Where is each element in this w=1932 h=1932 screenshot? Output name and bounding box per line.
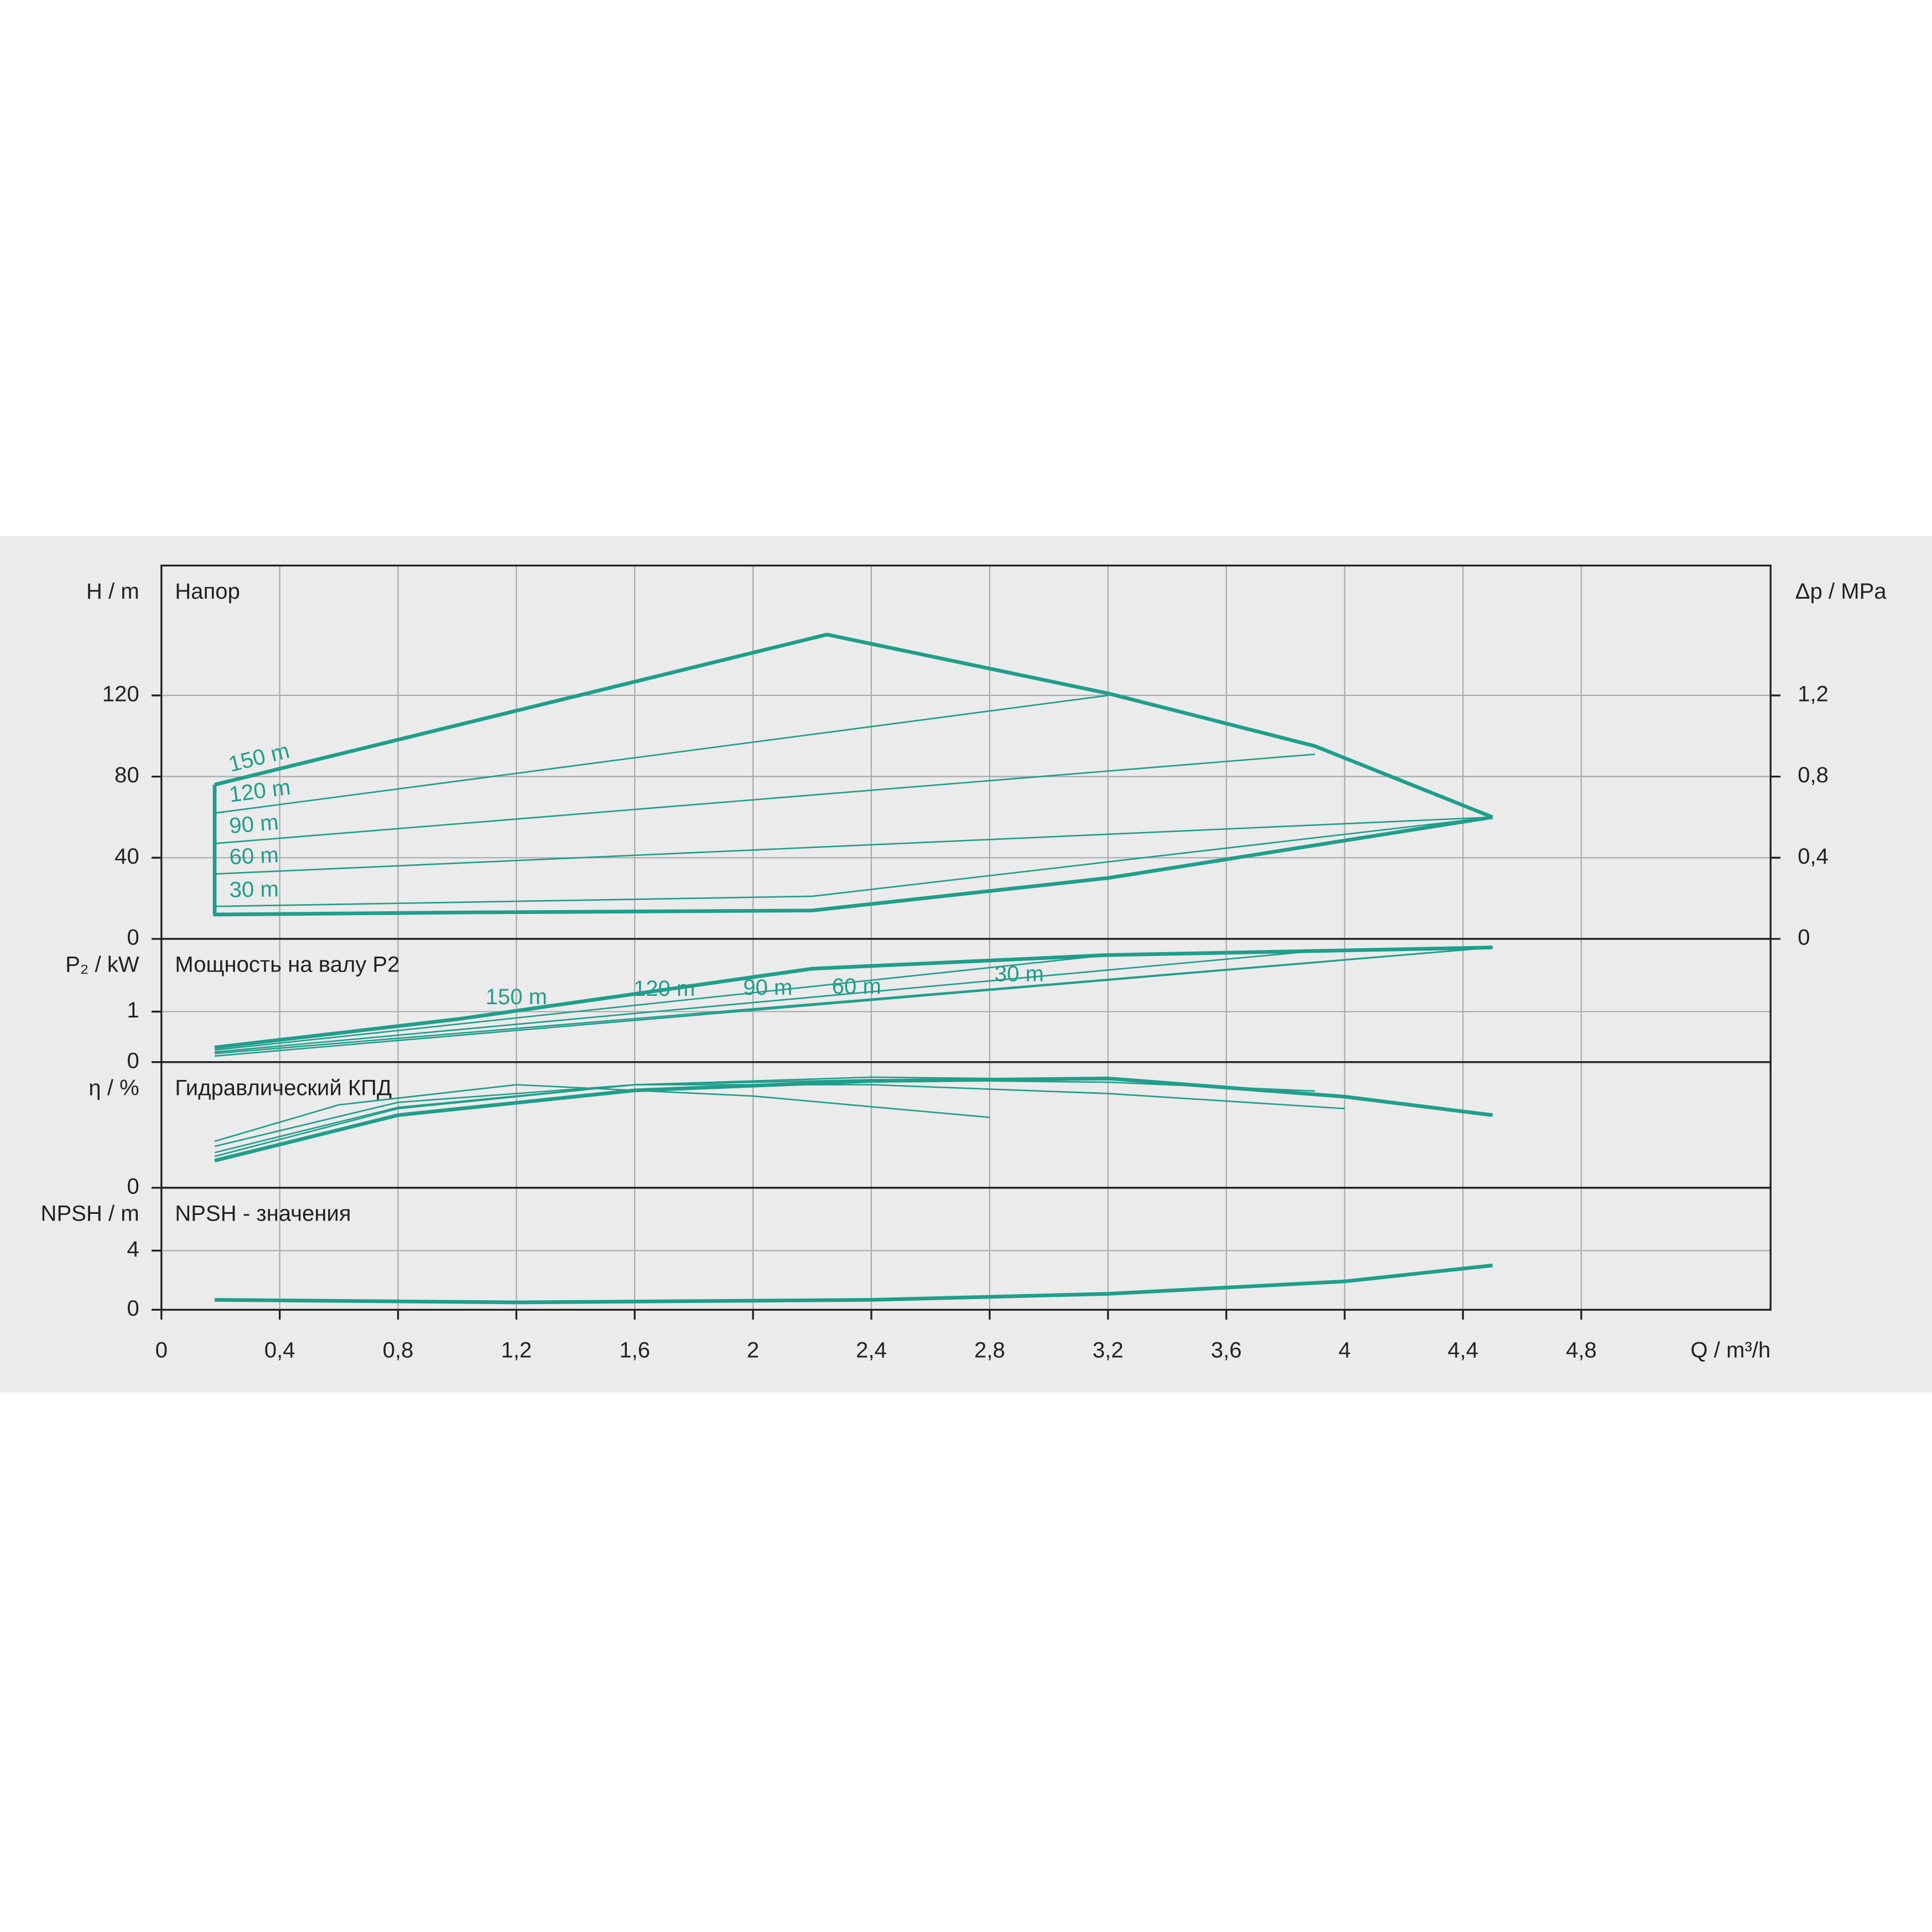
x-tick-label: 1,2 — [501, 1338, 532, 1363]
series-line — [214, 1084, 990, 1142]
series-line — [212, 785, 1493, 917]
series-line — [214, 816, 1493, 907]
y-tick-label: 0 — [127, 1296, 139, 1321]
plot-area — [161, 1187, 1771, 1310]
x-tick-label: 4,8 — [1566, 1338, 1597, 1363]
y-axis-label: P₂ / kW — [65, 953, 139, 977]
y-tick-label: 1 — [127, 998, 139, 1022]
x-tick-label: 3,2 — [1093, 1338, 1124, 1363]
y-tick-label: 40 — [115, 844, 139, 869]
series-line — [214, 954, 1108, 1051]
y-tick-label: 120 — [102, 682, 139, 707]
plot-area — [161, 565, 1771, 939]
y-axis-label: H / m — [86, 579, 139, 604]
plot-area — [161, 939, 1771, 1062]
y-tick-label: 4 — [127, 1237, 139, 1261]
y2-axis-label: Δp / MPa — [1795, 579, 1887, 604]
series-line — [214, 694, 1108, 814]
series-label: 90 m — [743, 975, 792, 1000]
y-tick-label: 0 — [127, 1048, 139, 1073]
y2-tick-label: 0 — [1798, 926, 1810, 950]
series-line — [214, 947, 1493, 1057]
series-line — [214, 1263, 1493, 1305]
panel-title: Напор — [175, 579, 240, 604]
series-label: 60 m — [832, 974, 881, 999]
x-tick-label: 1,6 — [619, 1338, 650, 1363]
plot-frame — [160, 1187, 1772, 1311]
y-axis-label: η / % — [89, 1076, 139, 1100]
panel-title: NPSH - значения — [175, 1201, 351, 1225]
x-tick-label: 4,4 — [1447, 1338, 1478, 1363]
series-line — [214, 753, 1316, 844]
series-line — [214, 946, 1493, 1050]
x-tick-label: 3,6 — [1211, 1338, 1242, 1363]
series-label: 150 m — [486, 985, 547, 1009]
x-tick-label: 2,8 — [974, 1338, 1005, 1363]
x-tick-label: 0 — [155, 1338, 168, 1363]
series-line — [214, 1079, 1315, 1154]
x-tick-label: 0,8 — [383, 1338, 414, 1363]
y-axis-label: NPSH / m — [41, 1201, 139, 1225]
x-tick-label: 2,4 — [856, 1338, 887, 1363]
series-label: 90 m — [228, 810, 279, 838]
panel-title: Мощность на валу P2 — [175, 953, 399, 977]
series-label: 120 m — [633, 977, 695, 1001]
panel-title: Гидравлический КПД — [175, 1076, 392, 1100]
y-tick-label: 0 — [127, 926, 139, 950]
series-line — [214, 816, 1493, 875]
x-tick-label: 4 — [1338, 1338, 1351, 1363]
series-label: 30 m — [229, 877, 279, 902]
x-tick-label: 0,4 — [264, 1338, 295, 1363]
series-line — [214, 950, 1316, 1053]
x-axis-label: Q / m³/h — [1691, 1338, 1771, 1363]
plot-area — [161, 1062, 1771, 1188]
x-tick-label: 2 — [747, 1338, 759, 1363]
series-label: 60 m — [229, 843, 279, 869]
y2-tick-label: 1,2 — [1798, 682, 1829, 707]
series-line — [214, 1076, 1108, 1157]
series-line — [214, 1076, 1493, 1163]
y2-tick-label: 0,8 — [1798, 763, 1829, 787]
y2-tick-label: 0,4 — [1798, 844, 1829, 869]
series-label: 30 m — [995, 962, 1044, 986]
y-tick-label: 0 — [127, 1174, 139, 1198]
y-tick-label: 80 — [115, 763, 139, 787]
series-line — [214, 632, 1493, 819]
